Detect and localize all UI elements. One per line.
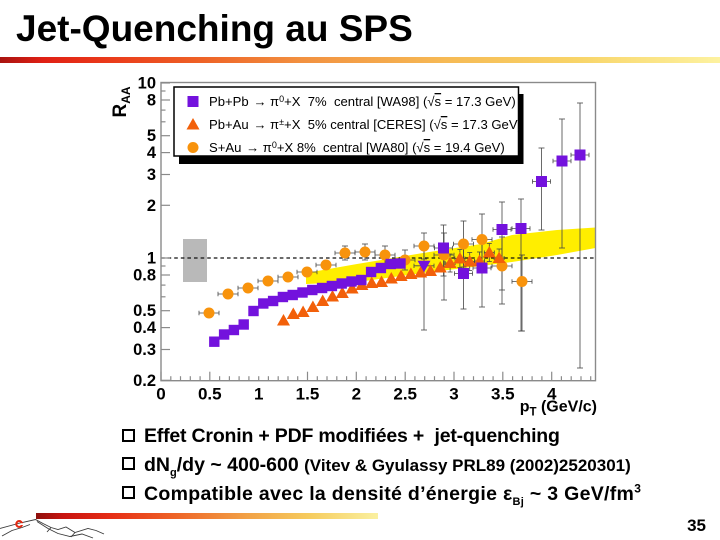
- svg-text:2.5: 2.5: [393, 385, 417, 404]
- svg-text:S+Au → π0+X 8% central [WA80]: S+Au → π0+X 8% central [WA80] (√s = 19.4…: [209, 140, 505, 155]
- svg-text:0.2: 0.2: [133, 372, 156, 390]
- svg-text:2: 2: [147, 197, 156, 215]
- svg-text:0.4: 0.4: [133, 319, 157, 337]
- svg-text:0.5: 0.5: [133, 302, 156, 320]
- svg-text:4: 4: [147, 144, 157, 162]
- svg-text:0.5: 0.5: [198, 385, 222, 404]
- svg-text:Pb+Au → π±+X 5% central [CERE: Pb+Au → π±+X 5% central [CERES] (√s = 17…: [209, 117, 522, 132]
- svg-text:5: 5: [147, 127, 156, 145]
- svg-text:1.5: 1.5: [296, 385, 320, 404]
- svg-text:8: 8: [147, 92, 156, 110]
- svg-text:0.3: 0.3: [133, 341, 156, 359]
- svg-text:Pb+Pb → π0+X 7% central [WA9: Pb+Pb → π0+X 7% central [WA98] (√s = 17.…: [209, 94, 516, 109]
- svg-text:3.5: 3.5: [491, 385, 515, 404]
- svg-text:4: 4: [547, 385, 557, 404]
- svg-text:1: 1: [147, 250, 156, 268]
- svg-text:pT (GeV/c): pT (GeV/c): [520, 399, 597, 419]
- svg-text:0.8: 0.8: [133, 267, 156, 285]
- svg-text:3: 3: [147, 166, 156, 184]
- svg-text:1: 1: [254, 385, 263, 404]
- svg-text:2: 2: [352, 385, 361, 404]
- svg-text:0: 0: [156, 385, 165, 404]
- svg-text:10: 10: [138, 75, 156, 93]
- svg-text:3: 3: [449, 385, 458, 404]
- svg-text:RAA: RAA: [110, 86, 133, 117]
